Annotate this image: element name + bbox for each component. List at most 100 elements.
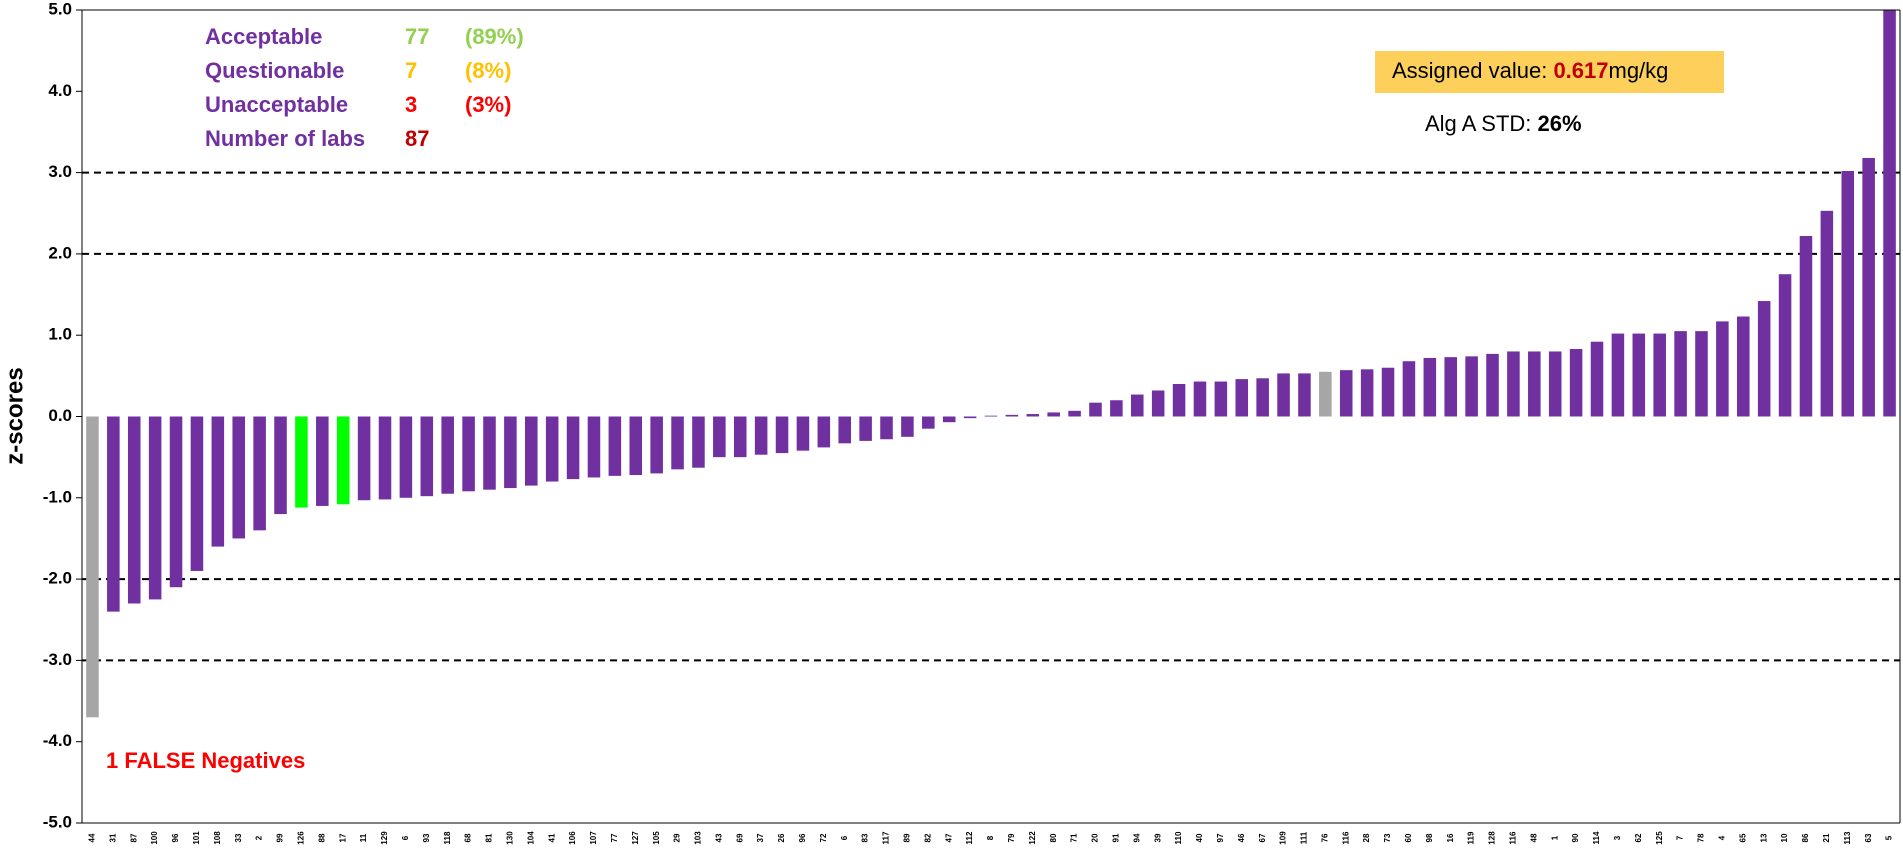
x-tick-label: 113: [1843, 831, 1852, 844]
assigned-label: Assigned value:: [1392, 58, 1553, 83]
bar: [754, 416, 768, 455]
bar: [545, 416, 559, 482]
bar: [1841, 170, 1855, 417]
bar: [1653, 333, 1666, 417]
bar: [1632, 333, 1646, 417]
x-tick-label: 31: [108, 833, 117, 842]
bar: [1590, 341, 1604, 417]
x-tick-label: 101: [192, 831, 201, 845]
y-tick-label: -1.0: [43, 487, 72, 506]
y-tick-label: 4.0: [48, 81, 72, 100]
bar: [608, 416, 622, 476]
summary-label: Unacceptable: [205, 92, 348, 117]
bar: [420, 416, 434, 497]
summary-count: 7: [405, 58, 417, 83]
bar: [1172, 383, 1186, 417]
x-tick-label: 69: [735, 833, 744, 842]
x-tick-label: 81: [485, 833, 494, 842]
bar: [922, 416, 935, 429]
bar: [1883, 10, 1896, 417]
bar: [1444, 357, 1457, 417]
bar: [1486, 353, 1499, 417]
bar: [1214, 381, 1228, 417]
bar: [169, 416, 183, 588]
x-tick-label: 90: [1571, 833, 1580, 842]
x-tick-label: 11: [359, 833, 368, 842]
summary-percent: (89%): [465, 24, 524, 49]
x-tick-label: 99: [276, 833, 285, 842]
x-tick-label: 13: [1759, 833, 1768, 842]
x-tick-label: 107: [589, 831, 598, 845]
bar: [1674, 331, 1687, 417]
x-tick-label: 47: [944, 833, 953, 842]
x-tick-label: 83: [861, 833, 870, 842]
bar: [1695, 331, 1708, 417]
bar: [1757, 301, 1771, 417]
x-tick-label: 4: [1717, 835, 1726, 840]
x-tick-label: 46: [1237, 833, 1246, 842]
x-tick-label: 97: [1216, 833, 1225, 842]
bar: [1716, 321, 1729, 417]
annotation: 1 FALSE Negatives: [106, 748, 305, 773]
x-tick-label: 73: [1383, 833, 1392, 842]
x-tick-label: 130: [505, 831, 514, 845]
x-tick-label: 106: [568, 831, 577, 845]
x-tick-label: 127: [631, 831, 640, 845]
bar: [1778, 274, 1792, 417]
summary-label: Questionable: [205, 58, 344, 83]
bar: [901, 416, 914, 437]
bar: [1820, 210, 1834, 417]
x-tick-label: 39: [1153, 833, 1162, 842]
bar: [1423, 357, 1437, 417]
bar: [1089, 402, 1102, 417]
summary-percent: (8%): [465, 58, 511, 83]
summary-label: Number of labs: [205, 126, 365, 151]
bar: [483, 416, 496, 490]
y-tick-label: 0.0: [48, 406, 72, 425]
bar: [963, 416, 977, 419]
x-tick-label: 100: [150, 831, 159, 845]
summary: Acceptable 77 (89%) Questionable 7 (8%) …: [205, 24, 524, 151]
bar: [817, 416, 831, 448]
bar: [880, 416, 893, 440]
x-tick-label: 16: [1446, 833, 1455, 842]
x-tick-label: 26: [777, 833, 786, 842]
bar: [378, 416, 392, 500]
bar: [232, 416, 245, 539]
bar: [1381, 367, 1395, 417]
x-tick-label: 77: [610, 833, 619, 842]
bar: [295, 416, 308, 508]
x-tick-label: 94: [1132, 833, 1141, 842]
x-tick-label: 76: [1320, 833, 1329, 842]
bar: [775, 416, 789, 454]
bar: [1005, 414, 1019, 417]
x-tick-label: 117: [882, 831, 891, 844]
x-tick-label: 40: [1195, 833, 1204, 842]
x-tick-label: 93: [422, 833, 431, 842]
bar: [1737, 316, 1750, 417]
bar: [984, 415, 998, 417]
x-tick-label: 20: [1091, 833, 1100, 842]
bar: [1319, 371, 1332, 417]
bar: [253, 416, 266, 531]
bar: [1402, 361, 1416, 417]
x-tick-label: 67: [1258, 833, 1267, 842]
x-tick-label: 108: [213, 831, 222, 845]
bar: [1339, 370, 1353, 417]
bar: [1569, 349, 1583, 417]
x-tick-label: 65: [1738, 833, 1747, 842]
bar: [148, 416, 162, 600]
x-tick-label: 3: [1613, 835, 1622, 840]
bar: [1110, 400, 1123, 417]
y-tick-label: 1.0: [48, 325, 72, 344]
x-tick-label: 7: [1676, 835, 1685, 840]
x-tick-label: 48: [1529, 833, 1538, 842]
x-tick-label: 104: [526, 831, 535, 845]
x-tick-label: 114: [1592, 831, 1601, 844]
summary-label: Acceptable: [205, 24, 322, 49]
x-tick-label: 28: [1362, 833, 1371, 842]
bar: [733, 416, 747, 458]
bar: [629, 416, 643, 476]
assigned-value: Assigned value: 0.617mg/kg: [1392, 58, 1668, 83]
